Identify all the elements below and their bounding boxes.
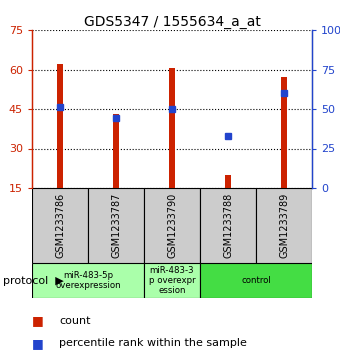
Bar: [280, 77, 287, 188]
Text: protocol  ▶: protocol ▶: [3, 276, 64, 286]
Title: GDS5347 / 1555634_a_at: GDS5347 / 1555634_a_at: [84, 15, 260, 29]
Bar: [32, 263, 144, 298]
Text: GSM1233787: GSM1233787: [111, 193, 121, 258]
Text: percentile rank within the sample: percentile rank within the sample: [59, 339, 247, 348]
Text: miR-483-3
p overexpr
ession: miR-483-3 p overexpr ession: [149, 266, 195, 295]
Text: GSM1233789: GSM1233789: [279, 193, 289, 258]
Text: miR-483-5p
overexpression: miR-483-5p overexpression: [55, 271, 121, 290]
Bar: [256, 188, 312, 263]
Bar: [88, 188, 144, 263]
Text: ■: ■: [32, 314, 44, 327]
Text: ■: ■: [32, 337, 44, 350]
Bar: [225, 175, 231, 188]
Bar: [144, 263, 200, 298]
Text: GSM1233790: GSM1233790: [167, 193, 177, 258]
Bar: [113, 114, 119, 188]
Text: GSM1233788: GSM1233788: [223, 193, 233, 258]
Bar: [57, 64, 63, 188]
Bar: [200, 263, 312, 298]
Bar: [144, 188, 200, 263]
Text: GSM1233786: GSM1233786: [55, 193, 65, 258]
Bar: [200, 188, 256, 263]
Text: control: control: [241, 276, 271, 285]
Bar: [32, 188, 88, 263]
Text: count: count: [59, 316, 91, 326]
Bar: [169, 68, 175, 188]
